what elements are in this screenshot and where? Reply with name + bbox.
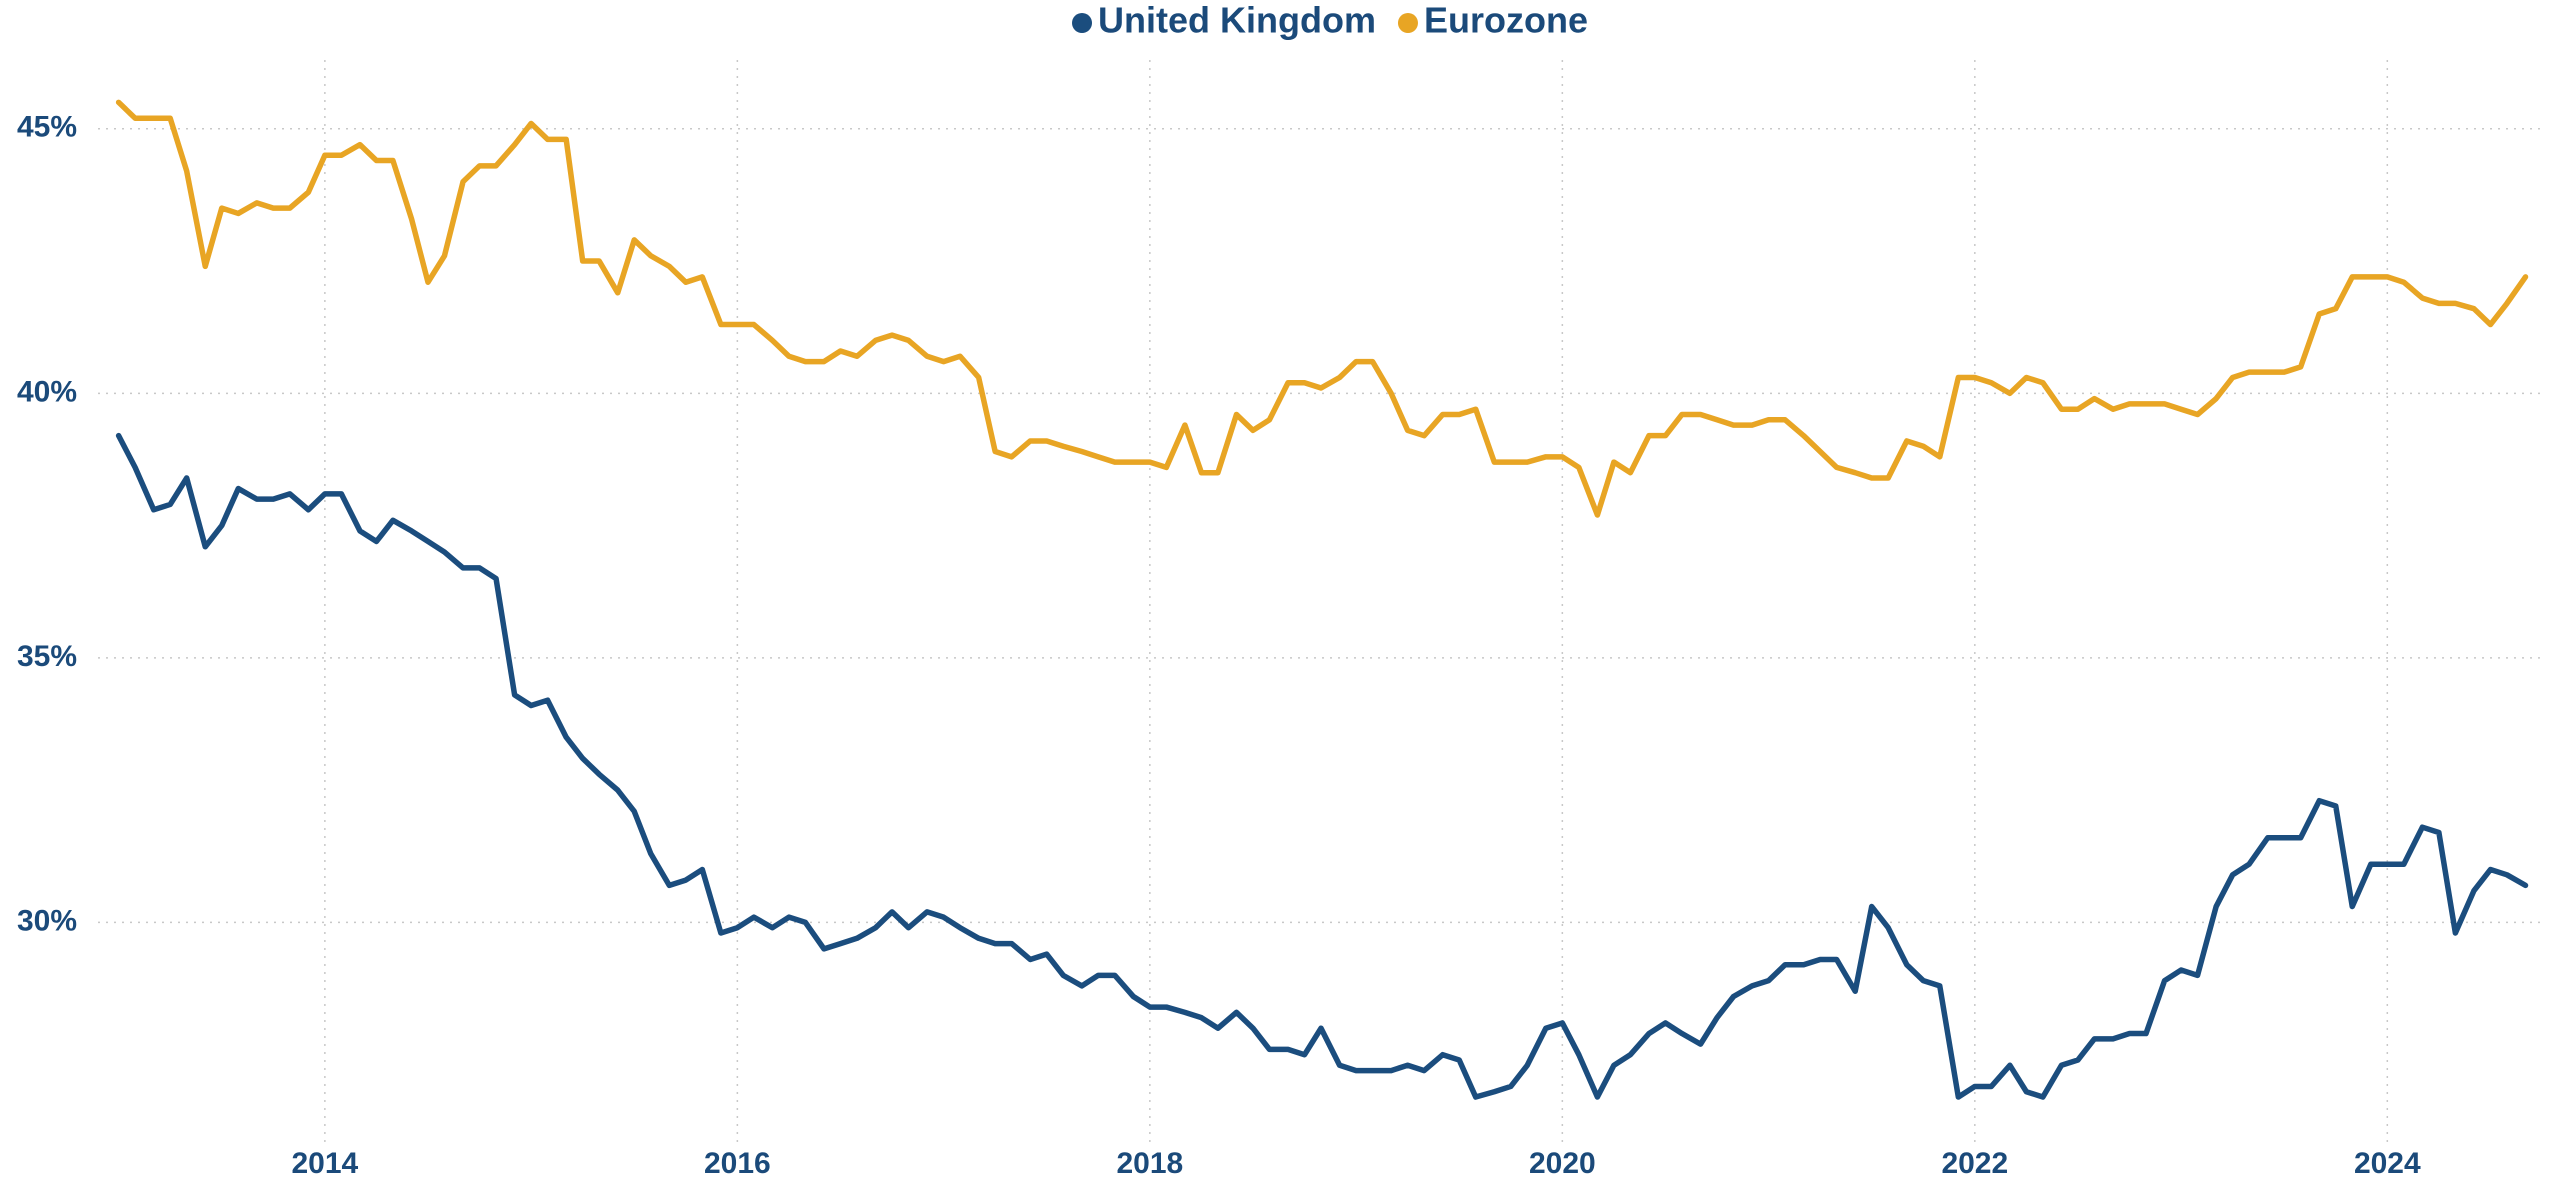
series-line xyxy=(115,99,2529,518)
x-tick-label: 2016 xyxy=(704,1147,771,1178)
series-line xyxy=(115,432,2529,1100)
legend-marker xyxy=(1072,13,1093,33)
x-tick-label: 2022 xyxy=(1941,1147,2008,1178)
y-tick-label: 35% xyxy=(17,640,77,673)
legend-label: United Kingdom xyxy=(1098,0,1376,41)
x-tick-label: 2014 xyxy=(291,1147,358,1178)
y-tick-label: 45% xyxy=(17,111,77,144)
x-tick-label: 2024 xyxy=(2354,1147,2421,1178)
x-tick-label: 2018 xyxy=(1116,1147,1183,1178)
y-tick-label: 40% xyxy=(17,375,77,408)
legend-marker xyxy=(1397,13,1418,33)
x-tick-label: 2020 xyxy=(1529,1147,1596,1178)
y-tick-label: 30% xyxy=(17,904,77,937)
legend-label: Eurozone xyxy=(1424,0,1588,41)
legend: United Kingdom Eurozone xyxy=(1072,0,1588,41)
